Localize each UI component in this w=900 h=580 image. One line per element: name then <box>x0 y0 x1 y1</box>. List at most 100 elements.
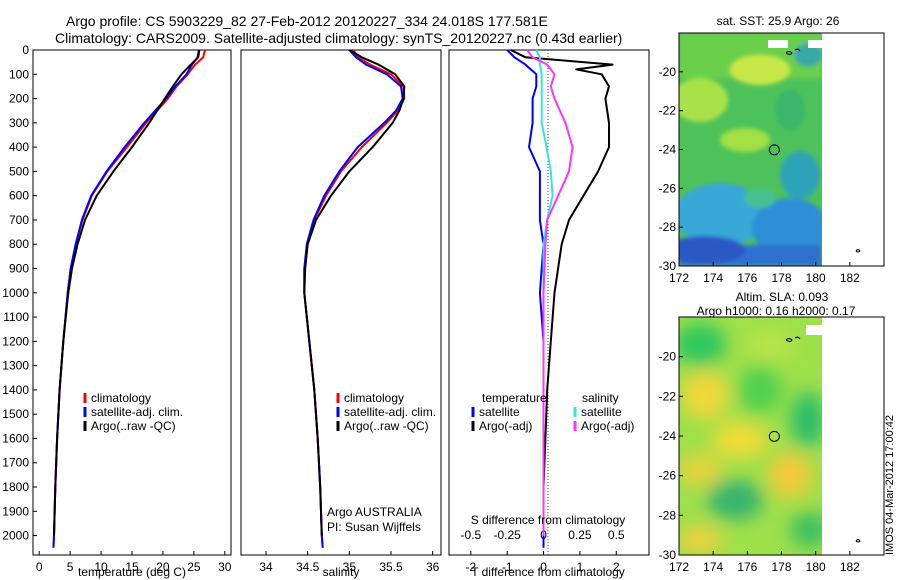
lon-tick-label: 172 <box>669 271 689 285</box>
y-tick-label: 900 <box>9 262 29 276</box>
lat-tick-label: -28 <box>659 220 677 234</box>
lon-tick-label: 182 <box>840 560 860 574</box>
lon-tick-label: 182 <box>840 271 860 285</box>
x-tick-label: 2 <box>613 560 620 574</box>
y-tick-label: 400 <box>9 140 29 154</box>
lat-tick-label: -20 <box>659 350 677 364</box>
lon-tick-label: 178 <box>771 560 791 574</box>
legend-label: satellite-adj. clim. <box>344 405 436 419</box>
temperature-panel: 0100200300400500600700800900100011001200… <box>2 43 232 579</box>
fiji-coast-icon <box>785 48 801 55</box>
top-tick-label: -0.25 <box>494 528 522 542</box>
legend-label: Argo(..raw -QC) <box>91 419 176 433</box>
lat-tick-label: -24 <box>659 429 677 443</box>
x-tick-label: 35.5 <box>379 560 403 574</box>
sla-map-title: Altim. SLA: 0.093 <box>736 290 829 304</box>
legend-label: satellite-adj. clim. <box>91 405 183 419</box>
y-tick-label: 500 <box>9 164 29 178</box>
y-tick-label: 1200 <box>2 334 29 348</box>
sst-map-title: sat. SST: 25.9 Argo: 26 <box>717 14 840 28</box>
imos-timestamp-label: IMOS 04-Mar-2012 17:00:42 <box>884 415 896 555</box>
legend-label: satellite <box>581 405 622 419</box>
sla-map-subtitle: Argo h1000: 0.16 h2000: 0.17 <box>697 304 856 318</box>
top-tick-label: 0.25 <box>568 528 592 542</box>
lon-tick-label: 176 <box>737 560 757 574</box>
salinity-x-label: salinity <box>323 565 360 579</box>
lat-tick-label: -22 <box>659 104 677 118</box>
fiji-coast-icon <box>785 336 801 342</box>
profile-line <box>53 49 201 536</box>
lat-tick-label: -22 <box>659 389 677 403</box>
x-tick-label: 25 <box>187 560 201 574</box>
x-tick-label: 1 <box>577 560 584 574</box>
temperature-plot-frame <box>32 49 232 556</box>
legend-label: satellite <box>479 405 520 419</box>
y-tick-label: 700 <box>9 213 29 227</box>
lon-tick-label: 178 <box>771 271 791 285</box>
figure-title-line1: Argo profile: CS 5903229_82 27-Feb-2012 … <box>66 13 548 29</box>
profile-line <box>303 49 406 536</box>
legend-label: climatology <box>91 391 151 405</box>
lat-tick-label: -30 <box>659 259 677 273</box>
argo-position-marker <box>768 144 780 156</box>
sst-map-panel: sat. SST: 25.9 Argo: 26 <box>659 14 885 285</box>
x-tick-label: -1 <box>502 560 513 574</box>
island-coast-icon <box>855 249 861 253</box>
lat-tick-label: -28 <box>659 508 677 522</box>
legend-label: climatology <box>344 391 404 405</box>
top-tick-label: 0.5 <box>608 528 625 542</box>
sst-latitude-tick-labels: -20 -22 -24 -26 -28 -30 <box>659 65 683 273</box>
lat-tick-label: -26 <box>659 469 677 483</box>
x-tick-label: -2 <box>465 560 476 574</box>
profile-line <box>510 49 614 536</box>
y-tick-label: 1900 <box>2 504 29 518</box>
difference-plot-frame <box>448 49 650 556</box>
lon-tick-label: 172 <box>669 560 689 574</box>
top-tick-label: -0.5 <box>460 528 481 542</box>
sla-longitude-tick-labels: 172 174 176 178 180 182 <box>669 551 860 574</box>
s-difference-axis-title: S difference from climatology <box>471 513 626 527</box>
figure-title-line2: Climatology: CARS2009. Satellite-adjuste… <box>55 30 622 46</box>
island-coast-icon <box>855 539 861 543</box>
y-tick-label: 1700 <box>2 456 29 470</box>
sla-field <box>679 317 822 555</box>
y-tick-label: 1800 <box>2 480 29 494</box>
lat-tick-label: -30 <box>659 548 677 562</box>
difference-legend: temperature salinitysatelliteArgo(-adj)sa… <box>471 391 634 433</box>
y-tick-label: 600 <box>9 189 29 203</box>
salinity-plot-frame <box>240 49 442 556</box>
sst-field <box>679 33 822 266</box>
y-tick-label: 300 <box>9 116 29 130</box>
salinity-panel: 34 34.5 35 35.5 36 salinity climatologysatel… <box>240 49 442 579</box>
t-difference-tick-labels: -2 -1 0 1 2 <box>465 551 620 574</box>
lat-tick-label: -20 <box>659 65 677 79</box>
x-tick-label: 20 <box>156 560 170 574</box>
lon-tick-label: 176 <box>737 271 757 285</box>
x-tick-label: 36 <box>426 560 440 574</box>
y-tick-label: 1600 <box>2 431 29 445</box>
lon-tick-label: 174 <box>703 271 723 285</box>
y-tick-label: 800 <box>9 237 29 251</box>
salinity-legend-title: salinity <box>582 391 619 405</box>
y-tick-label: 1300 <box>2 359 29 373</box>
argo-position-marker <box>768 430 780 442</box>
y-tick-label: 0 <box>22 43 29 57</box>
temperature-profile-lines <box>52 49 206 548</box>
y-tick-label: 100 <box>9 67 29 81</box>
sst-longitude-tick-labels: 172 174 176 178 180 182 <box>669 262 860 285</box>
y-tick-label: 200 <box>9 92 29 106</box>
y-tick-label: 1400 <box>2 383 29 397</box>
x-tick-label: 34.5 <box>296 560 320 574</box>
lon-tick-label: 180 <box>806 271 826 285</box>
t-difference-x-label: T difference from climatology <box>471 565 625 579</box>
depth-tick-labels: 0 100 200 300 400 500 600 700 800 900 1000 1100 1200… <box>2 43 37 543</box>
pi-annotation: PI: Susan Wijffels <box>327 520 421 534</box>
legend-label: Argo(-adj) <box>581 419 634 433</box>
float-owner-annotation: Argo AUSTRALIA <box>327 505 422 519</box>
x-tick-label: 34 <box>259 560 273 574</box>
x-tick-label: 0 <box>36 560 43 574</box>
x-tick-label: 15 <box>125 560 139 574</box>
temperature-x-label: temperature (deg C) <box>78 565 186 579</box>
